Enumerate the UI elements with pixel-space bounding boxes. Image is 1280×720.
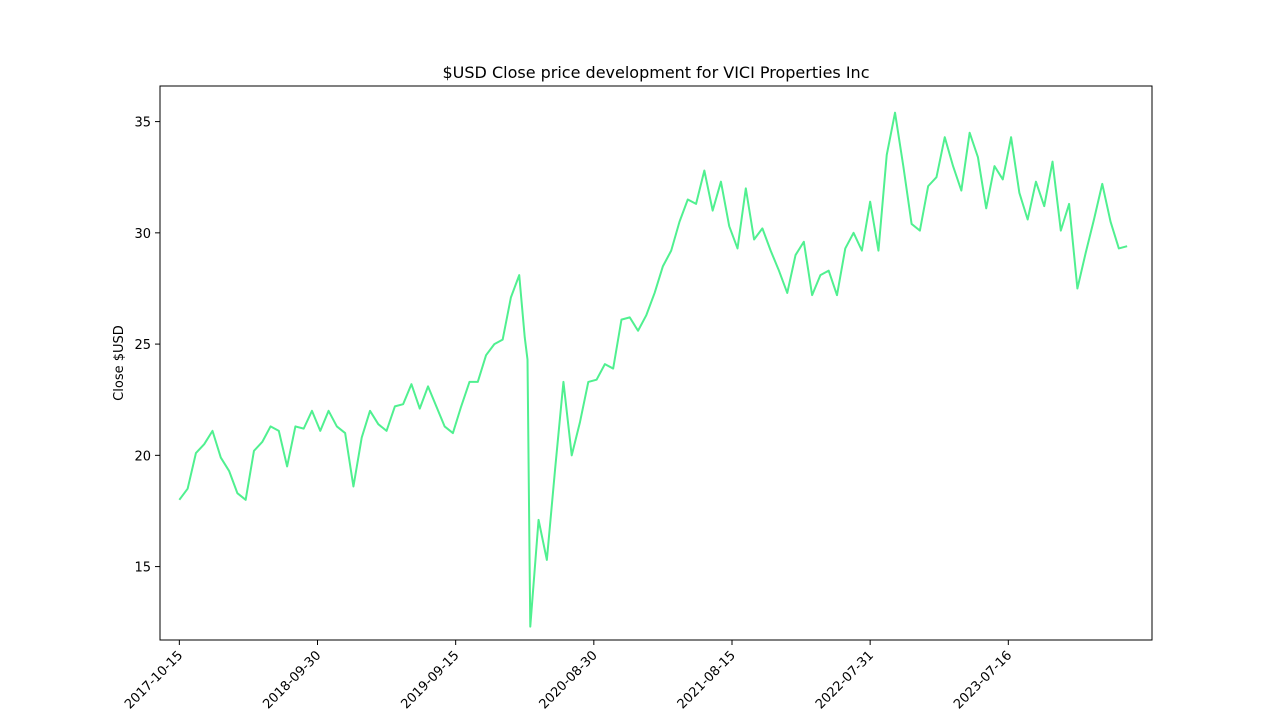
y-tick-label: 35 <box>134 116 151 131</box>
x-tick-label: 2018-09-30 <box>260 648 324 712</box>
x-tick-label: 2019-09-15 <box>398 648 462 712</box>
x-tick-label: 2017-10-15 <box>122 648 186 712</box>
close-price-line <box>178 111 1128 628</box>
x-tick-label: 2020-08-30 <box>537 648 601 712</box>
y-tick-label: 30 <box>134 227 151 242</box>
plot-area <box>159 85 1153 641</box>
x-axis: 2017-10-15 2018-09-30 2019-09-15 2020-08-30… <box>122 640 1015 712</box>
chart-title: $USD Close price development for VICI Pr… <box>443 63 870 82</box>
x-tick-label: 2021-08-15 <box>675 648 739 712</box>
y-axis: 15 20 25 30 35 <box>134 116 160 576</box>
y-axis-label: Close $USD <box>112 325 127 401</box>
y-tick-label: 25 <box>134 338 151 353</box>
x-tick-label: 2023-07-16 <box>951 648 1015 712</box>
y-tick-label: 20 <box>134 449 151 464</box>
y-tick-label: 15 <box>134 561 151 576</box>
x-tick-label: 2022-07-31 <box>813 648 877 712</box>
